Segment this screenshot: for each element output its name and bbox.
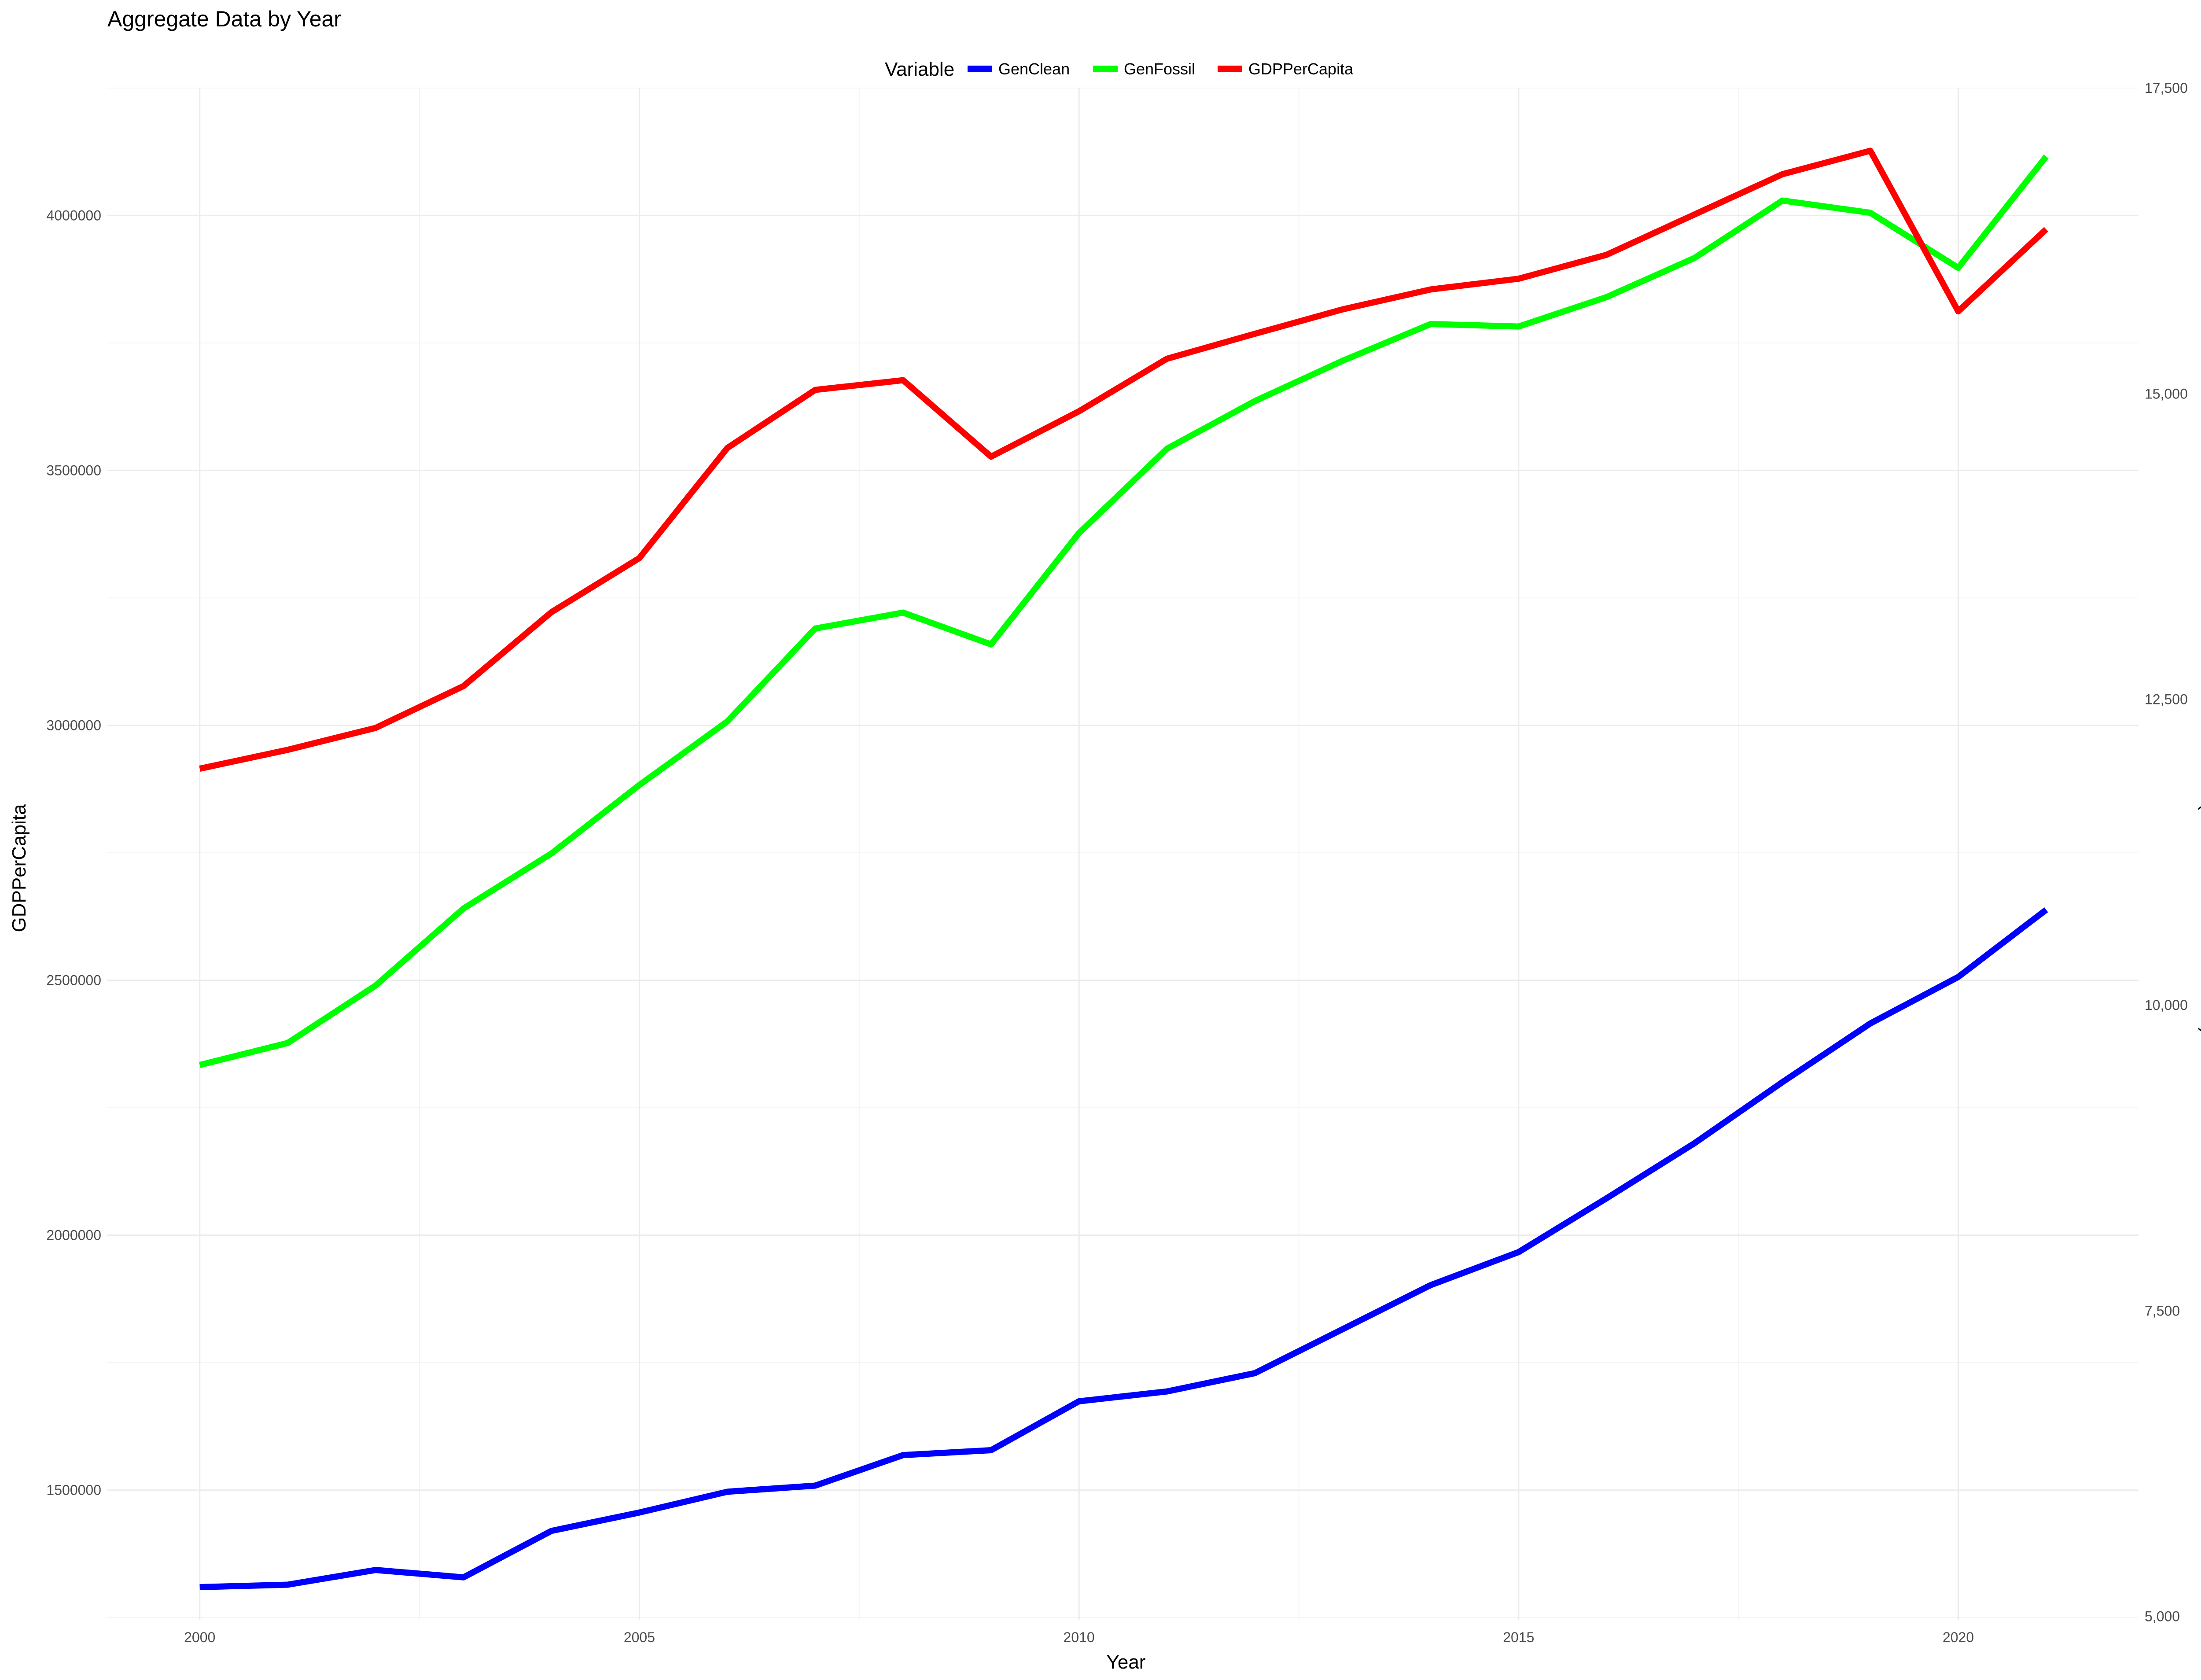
- y-axis-title-right: Generation (GenClean and GenFossil): [2198, 702, 2201, 1034]
- chart-title: Aggregate Data by Year: [107, 7, 341, 31]
- x-tick-label: 2010: [1064, 1629, 1095, 1645]
- y-right-tick-label: 7,500: [2145, 1303, 2180, 1319]
- y-left-tick-label: 4000000: [46, 208, 101, 224]
- grid: [107, 88, 2138, 1620]
- y-right-tick-label: 15,000: [2145, 386, 2188, 402]
- y-left-tick-label: 1500000: [46, 1482, 101, 1498]
- legend: Variable GenClean GenFossil GDPPerCapita: [885, 59, 1354, 80]
- x-tick-label: 2005: [624, 1629, 655, 1645]
- series-line-genfossil: [199, 155, 2049, 1068]
- legend-label-gdppercapita: GDPPerCapita: [1248, 60, 1354, 78]
- y-left-tick-label: 2500000: [46, 973, 101, 988]
- y-axis-right: 5,000 7,500 10,000 12,500 15,000 17,500: [2145, 80, 2188, 1625]
- x-tick-label: 2015: [1503, 1629, 1534, 1645]
- y-left-tick-label: 3000000: [46, 718, 101, 733]
- series-line-genclean: [199, 907, 2048, 1590]
- y-right-tick-label: 10,000: [2145, 997, 2188, 1013]
- y-right-tick-label: 12,500: [2145, 692, 2188, 707]
- x-tick-label: 2020: [1943, 1629, 1974, 1645]
- x-axis: 2000 2005 2010 2015 2020: [184, 1629, 1974, 1645]
- legend-label-genclean: GenClean: [998, 60, 1070, 78]
- series-line-gdppercapita: [199, 147, 2049, 772]
- y-left-tick-label: 2000000: [46, 1227, 101, 1243]
- x-tick-label: 2000: [184, 1629, 215, 1645]
- y-left-tick-label: 3500000: [46, 463, 101, 479]
- x-axis-title: Year: [1107, 1651, 1146, 1673]
- y-right-tick-label: 17,500: [2145, 80, 2188, 96]
- y-axis-title-left: GDPPerCapita: [8, 804, 30, 932]
- y-axis-left: 1500000 2000000 2500000 3000000 3500000 40000…: [46, 208, 101, 1498]
- legend-title: Variable: [885, 59, 954, 80]
- plot-area: [199, 147, 2049, 1590]
- y-right-tick-label: 5,000: [2145, 1609, 2180, 1625]
- legend-label-genfossil: GenFossil: [1124, 60, 1195, 78]
